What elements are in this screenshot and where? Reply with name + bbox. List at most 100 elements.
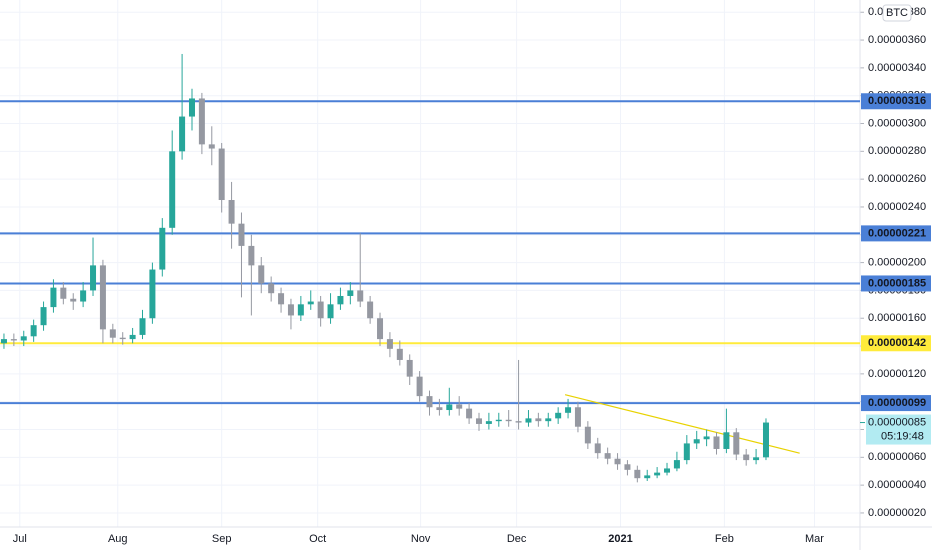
candle-body <box>208 144 215 149</box>
y-tick-label: 0.00000300 <box>868 117 926 129</box>
candle-body <box>693 439 700 444</box>
level-label-box <box>861 225 931 242</box>
x-tick-label: Dec <box>507 533 527 545</box>
level-label-box <box>861 93 931 110</box>
x-tick-label: Mar <box>805 533 824 545</box>
candle-body <box>673 460 680 469</box>
candle-body <box>762 422 769 458</box>
candle-body <box>683 443 690 461</box>
candle-body <box>634 469 641 479</box>
candle-body <box>723 432 730 449</box>
x-tick-label: Oct <box>309 533 326 545</box>
candle-body <box>268 283 275 294</box>
x-tick-label: Aug <box>108 533 128 545</box>
candle-body <box>30 325 37 337</box>
y-tick-label: 0.00000020 <box>868 507 926 519</box>
candle-body <box>258 265 265 284</box>
candle-body <box>50 287 57 308</box>
candle-body <box>139 318 146 335</box>
candle-body <box>535 418 542 422</box>
candle-body <box>644 475 651 479</box>
candle-body <box>574 407 581 427</box>
level-label: 0.00000316 <box>868 95 926 107</box>
candle-body <box>475 418 482 424</box>
candle-body <box>386 339 393 349</box>
x-tick-label: Sep <box>212 533 232 545</box>
candle-body <box>654 472 661 476</box>
candle-body <box>664 468 671 473</box>
candle-body <box>525 418 532 423</box>
candle-body <box>396 348 403 360</box>
candle-body <box>80 290 87 302</box>
candle-body <box>188 98 195 117</box>
candle-body <box>426 396 433 408</box>
x-tick-label: Jul <box>13 533 27 545</box>
y-tick-label: 0.00000060 <box>868 451 926 463</box>
candle-body <box>604 453 611 459</box>
candle-body <box>307 301 314 305</box>
candle-body <box>594 443 601 454</box>
candle-body <box>406 359 413 377</box>
candle-body <box>317 301 324 319</box>
candle-body <box>446 404 453 411</box>
candle-body <box>456 404 463 409</box>
level-label: 0.00000099 <box>868 397 926 409</box>
candle-body <box>10 339 17 341</box>
y-tick-label: 0.00000120 <box>868 368 926 380</box>
y-tick-label: 0.00000200 <box>868 257 926 269</box>
candle-body <box>60 287 67 299</box>
trendline <box>564 394 800 454</box>
candle-body <box>743 454 750 461</box>
candle-body <box>584 426 591 444</box>
y-tick-label: 0.00000280 <box>868 145 926 157</box>
candle-body <box>297 304 304 316</box>
candle-body <box>238 223 245 246</box>
y-tick-label: 0.00000240 <box>868 201 926 213</box>
candle-body <box>248 245 255 266</box>
y-tick-label: 0.00000260 <box>868 173 926 185</box>
candle-body <box>367 301 374 319</box>
y-tick-label: 0.00000360 <box>868 34 926 46</box>
currency-box <box>882 4 912 22</box>
currency-label: BTC <box>886 7 908 19</box>
candle-body <box>278 293 285 305</box>
candle-body <box>505 419 512 422</box>
level-label: 0.00000221 <box>868 227 926 239</box>
candle-body <box>515 421 522 423</box>
candle-body <box>545 418 552 422</box>
candle-body <box>555 412 562 419</box>
candle-body <box>119 337 126 340</box>
level-label-box <box>861 335 931 352</box>
x-tick-label: Nov <box>411 533 431 545</box>
candle-body <box>159 227 166 270</box>
candle-body <box>436 407 443 411</box>
candle-body <box>179 116 186 152</box>
candle-body <box>377 318 384 340</box>
candle-body <box>90 265 97 291</box>
candle-body <box>713 436 720 449</box>
candle-body <box>99 265 106 330</box>
candle-body <box>149 269 156 319</box>
level-label: 0.00000185 <box>868 277 926 289</box>
x-tick-label: 2021 <box>608 533 632 545</box>
candle-body <box>485 421 492 424</box>
candle-body <box>228 200 235 224</box>
candle-body <box>70 298 77 302</box>
level-label: 0.00000142 <box>868 337 926 349</box>
candle-body <box>733 432 740 455</box>
level-label-box <box>861 275 931 292</box>
candle-body <box>466 408 473 419</box>
level-label-box <box>861 395 931 412</box>
candle-body <box>416 376 423 397</box>
candle-body <box>327 304 334 319</box>
candle-body <box>20 336 27 341</box>
candle-body <box>565 407 572 413</box>
last-price-box <box>866 414 931 445</box>
x-tick-label: Feb <box>715 533 734 545</box>
candle-body <box>129 334 136 340</box>
candle-body <box>198 98 205 145</box>
candle-body <box>703 436 710 440</box>
candle-body <box>495 419 502 422</box>
